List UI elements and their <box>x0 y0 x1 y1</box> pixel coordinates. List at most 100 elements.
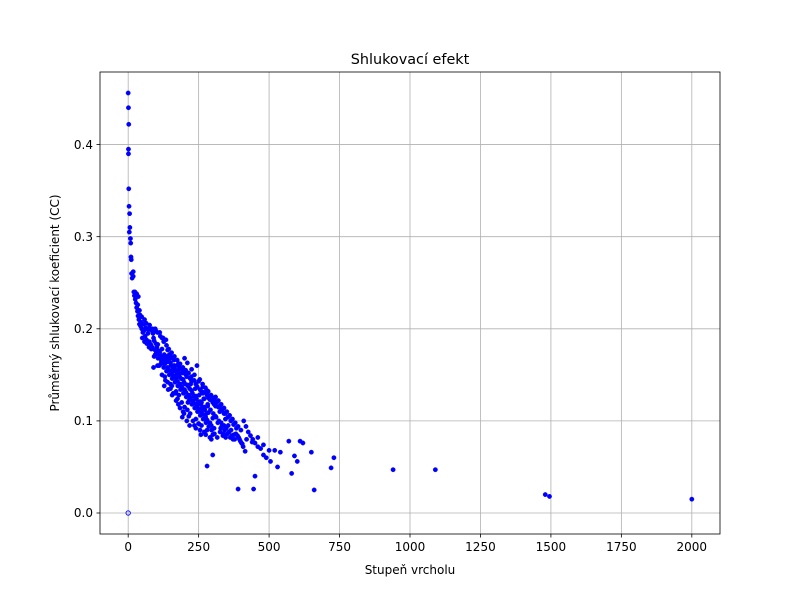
y-tick-label: 0.1 <box>74 414 93 428</box>
data-point <box>218 406 224 412</box>
data-point <box>153 348 159 354</box>
data-point <box>126 151 131 157</box>
data-point <box>289 470 295 476</box>
data-point <box>223 435 229 440</box>
data-point <box>178 387 184 392</box>
data-point <box>181 390 186 396</box>
x-axis-label: Stupeň vrcholu <box>365 563 456 577</box>
data-point <box>210 452 216 458</box>
data-point <box>255 435 261 440</box>
data-point <box>173 398 179 404</box>
x-tick-label: 1000 <box>395 540 426 554</box>
y-tick-label: 0.2 <box>74 322 93 336</box>
x-tick-label: 1750 <box>606 540 637 554</box>
data-point <box>151 365 156 370</box>
data-point <box>196 421 202 427</box>
y-tick-label: 0.0 <box>74 506 93 520</box>
data-point <box>204 463 210 469</box>
data-point <box>177 405 183 411</box>
data-point <box>139 335 145 341</box>
data-point <box>192 372 197 378</box>
y-tick-label: 0.3 <box>74 230 93 244</box>
x-tick-label: 0 <box>124 540 132 554</box>
data-point <box>126 186 132 192</box>
data-point <box>235 486 241 492</box>
data-point <box>130 273 136 279</box>
data-point <box>157 330 163 335</box>
data-point <box>235 433 240 439</box>
data-point <box>200 384 206 390</box>
data-point <box>249 439 255 445</box>
data-point <box>148 346 154 352</box>
data-point <box>268 459 273 464</box>
data-point <box>261 442 266 448</box>
data-point <box>153 328 159 334</box>
data-point <box>126 146 131 152</box>
data-point <box>286 438 292 444</box>
data-point <box>255 444 261 450</box>
data-point <box>432 467 438 473</box>
x-tick-label: 2000 <box>677 540 708 554</box>
data-point <box>266 447 272 453</box>
data-points <box>125 90 695 516</box>
data-point <box>126 203 132 209</box>
data-point <box>169 392 175 398</box>
data-point <box>248 433 253 439</box>
x-tick-label: 500 <box>258 540 281 554</box>
data-point <box>169 376 175 381</box>
data-point <box>214 435 220 440</box>
data-point <box>227 412 233 418</box>
data-point <box>197 427 203 433</box>
data-point <box>195 409 200 415</box>
data-point <box>161 365 167 370</box>
data-point <box>331 455 337 461</box>
data-point <box>308 449 314 455</box>
axis-ticks: 0 250 500 750 1000 1250 1500 1750 2000 0.0 0.1 0.2 0… <box>74 138 707 554</box>
data-point <box>155 363 160 369</box>
data-point <box>208 393 214 399</box>
x-tick-label: 250 <box>187 540 210 554</box>
data-point <box>223 425 229 431</box>
data-point <box>245 429 251 435</box>
data-point <box>251 486 256 492</box>
data-point <box>223 416 228 422</box>
data-point <box>132 289 138 295</box>
y-tick-label: 0.4 <box>74 138 93 152</box>
data-point <box>126 229 132 235</box>
data-point <box>242 448 248 454</box>
data-point <box>161 339 167 345</box>
data-point <box>275 464 280 470</box>
data-point <box>689 496 695 502</box>
data-point <box>218 425 224 431</box>
data-point <box>199 400 204 405</box>
data-point <box>208 407 213 413</box>
data-point <box>125 510 131 516</box>
data-point <box>390 467 396 473</box>
data-point <box>162 377 168 383</box>
data-point <box>221 431 226 437</box>
data-point <box>175 361 181 367</box>
data-point <box>164 368 169 374</box>
data-point <box>161 383 167 389</box>
data-point <box>252 473 258 479</box>
data-point <box>125 90 131 96</box>
data-point <box>277 449 283 455</box>
data-point <box>127 225 133 230</box>
data-point <box>221 411 227 416</box>
data-point <box>208 436 214 442</box>
data-point <box>182 368 188 374</box>
data-point <box>184 418 190 424</box>
data-point <box>128 257 134 263</box>
data-point <box>184 407 190 413</box>
data-point <box>241 418 247 424</box>
data-point <box>198 432 204 438</box>
data-point <box>292 453 297 459</box>
data-point <box>181 411 187 416</box>
data-point <box>168 354 173 359</box>
data-point <box>203 432 209 438</box>
data-point <box>230 416 235 422</box>
x-tick-label: 1500 <box>536 540 567 554</box>
data-point <box>213 394 218 400</box>
data-point <box>215 420 221 426</box>
